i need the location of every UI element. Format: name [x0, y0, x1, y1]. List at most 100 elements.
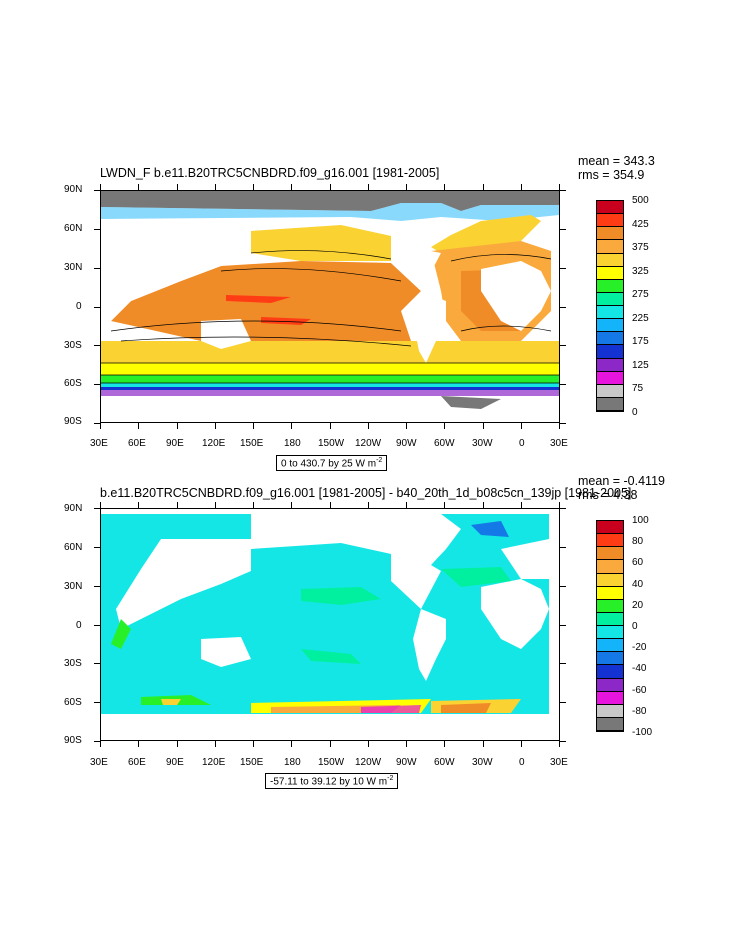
axis-tick: [559, 741, 560, 747]
lon-label: 60W: [434, 438, 455, 449]
axis-tick: [520, 741, 522, 747]
axis-tick: [138, 502, 140, 508]
axis-tick: [214, 423, 216, 429]
lon-label: 180: [284, 757, 301, 768]
axis-tick: [94, 345, 100, 347]
lat-label: 90S: [64, 416, 82, 427]
caption-exponent: -2: [376, 457, 383, 464]
axis-tick: [559, 423, 560, 429]
mean-value: mean = 343.3: [578, 154, 655, 168]
lon-label: 90E: [166, 438, 184, 449]
axis-tick: [329, 184, 331, 190]
axis-tick: [94, 585, 100, 587]
colorbar-swatch: [597, 560, 623, 574]
lat-label: 30N: [64, 262, 83, 273]
lon-label: 150W: [318, 438, 345, 449]
lon-label: 150E: [240, 438, 264, 449]
colorbar-swatch: [597, 279, 623, 293]
axis-tick: [94, 228, 100, 230]
axis-tick: [520, 184, 522, 190]
lon-label: 60W: [434, 757, 455, 768]
lon-label: 0: [519, 757, 525, 768]
axis-tick: [560, 228, 566, 230]
mean-value: mean = -0.4119: [578, 474, 665, 488]
colorbar-label: 275: [632, 289, 649, 301]
colorbar-label: 425: [632, 218, 649, 230]
colorbar-swatch: [597, 240, 623, 254]
colorbar-swatch: [597, 306, 623, 320]
lon-label: 120E: [202, 438, 226, 449]
axis-tick: [520, 423, 522, 429]
axis-tick: [94, 624, 100, 626]
axis-tick: [482, 502, 484, 508]
axis-tick: [253, 423, 254, 429]
colorbar-label: 100: [632, 515, 649, 526]
axis-tick: [560, 624, 566, 626]
colorbar-swatch: [597, 292, 623, 306]
axis-tick: [406, 423, 407, 429]
lon-label: 30W: [472, 757, 493, 768]
axis-tick: [560, 508, 566, 509]
axis-tick: [560, 345, 566, 347]
axis-tick: [253, 184, 254, 190]
axis-tick: [214, 741, 216, 747]
colorbar-swatch: [597, 521, 623, 535]
colorbar-swatch: [597, 214, 623, 228]
axis-tick: [94, 267, 100, 269]
rms-value: rms = 354.9: [578, 168, 645, 182]
axis-tick: [444, 423, 446, 429]
axis-tick: [367, 184, 369, 190]
axis-tick: [444, 741, 446, 747]
colorbar-swatch: [597, 319, 623, 333]
axis-tick: [176, 502, 178, 508]
axis-tick: [94, 508, 100, 509]
lon-label: 120E: [202, 757, 226, 768]
axis-tick: [406, 502, 407, 508]
axis-tick: [444, 184, 446, 190]
axis-tick: [560, 741, 566, 742]
caption-text: -57.11 to 39.12 by 10 W m: [270, 776, 388, 788]
axis-tick: [482, 423, 484, 429]
lon-label: 90W: [396, 757, 417, 768]
field-map-svg: [101, 191, 559, 422]
lon-label: 90E: [166, 757, 184, 768]
colorbar-swatch: [597, 612, 623, 626]
axis-tick: [214, 184, 216, 190]
colorbar: [596, 520, 624, 732]
axis-tick: [560, 702, 566, 704]
axis-tick: [367, 502, 369, 508]
lon-label: 60E: [128, 757, 146, 768]
lon-label: 30E: [550, 757, 568, 768]
colorbar-label: 60: [632, 557, 644, 569]
colorbar-swatch: [597, 384, 623, 398]
colorbar-label: -40: [632, 663, 647, 675]
colorbar-swatch: [597, 266, 623, 280]
colorbar-swatch: [597, 358, 623, 372]
axis-tick: [329, 502, 331, 508]
colorbar-label: 225: [632, 312, 649, 324]
axis-tick: [406, 741, 407, 747]
difference-map: [100, 508, 560, 741]
axis-tick: [94, 663, 100, 665]
panel-title: LWDN_F b.e11.B20TRC5CNBDRD.f09_g16.001 […: [100, 166, 440, 180]
colorbar-label: 0: [632, 407, 638, 418]
colorbar-label: 125: [632, 359, 649, 371]
lat-label: 90N: [64, 184, 83, 195]
colorbar-label: 80: [632, 536, 644, 548]
lon-label: 30E: [90, 757, 108, 768]
colorbar-label: -20: [632, 642, 647, 654]
axis-tick: [444, 502, 446, 508]
colorbar-swatch: [597, 665, 623, 679]
colorbar-swatch: [597, 345, 623, 359]
axis-tick: [100, 423, 101, 429]
panel-title: b.e11.B20TRC5CNBDRD.f09_g16.001 [1981-20…: [100, 486, 632, 500]
colorbar-swatch: [597, 547, 623, 561]
colorbar-swatch: [597, 691, 623, 705]
axis-tick: [176, 184, 178, 190]
colorbar-swatch: [597, 573, 623, 587]
axis-tick: [138, 184, 140, 190]
axis-tick: [94, 546, 100, 548]
lon-label: 30W: [472, 438, 493, 449]
lon-label: 30E: [550, 438, 568, 449]
